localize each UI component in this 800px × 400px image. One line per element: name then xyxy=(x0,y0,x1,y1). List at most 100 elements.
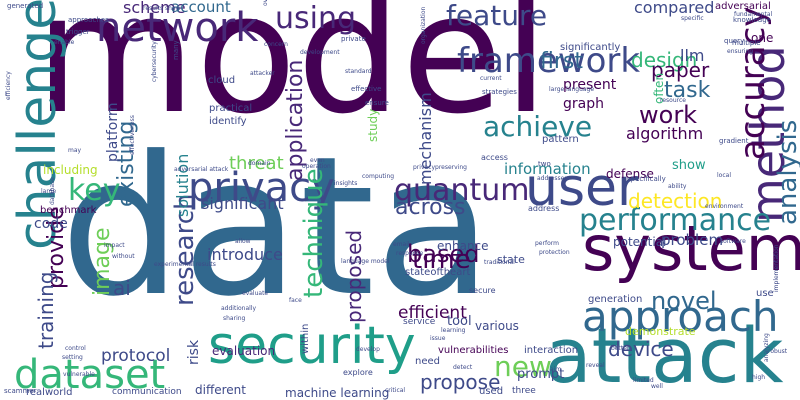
cloud-word: framework xyxy=(457,41,641,81)
cloud-word: traditional xyxy=(484,259,515,266)
cloud-word: reveal xyxy=(586,362,605,369)
cloud-word: interaction xyxy=(524,345,579,356)
cloud-word: scammer xyxy=(4,387,37,395)
cloud-word: learning xyxy=(441,327,466,334)
cloud-word: without xyxy=(112,253,135,260)
cloud-word: analysis xyxy=(773,119,800,225)
cloud-word: graph xyxy=(563,96,604,112)
cloud-word: enhance xyxy=(437,239,489,253)
cloud-word: operation xyxy=(302,163,331,170)
cloud-word: used xyxy=(479,386,504,397)
cloud-word: well xyxy=(651,383,663,390)
cloud-word: additionally xyxy=(221,305,257,312)
cloud-word: compared xyxy=(634,0,715,17)
cloud-word: allow xyxy=(235,238,251,245)
cloud-word: defense xyxy=(606,167,654,181)
cloud-word: risk xyxy=(186,339,202,365)
cloud-word: specific xyxy=(681,15,704,22)
cloud-word: approach xyxy=(582,292,779,341)
cloud-word: work xyxy=(639,101,698,129)
cloud-word: efficiency xyxy=(5,71,12,100)
cloud-word: based xyxy=(407,240,480,268)
cloud-word: efficient xyxy=(398,303,467,323)
cloud-word: cybersecurity xyxy=(151,41,158,82)
cloud-word: system xyxy=(582,212,800,285)
cloud-word: solution xyxy=(173,153,192,217)
cloud-word: new xyxy=(494,350,552,383)
cloud-word: detection xyxy=(628,189,723,213)
cloud-word: pattern xyxy=(542,134,579,145)
cloud-word: computing xyxy=(362,173,395,180)
cloud-word: current xyxy=(480,75,502,82)
cloud-word: perform xyxy=(535,240,559,247)
cloud-word: may xyxy=(68,147,82,154)
cloud-word: technique xyxy=(299,168,329,298)
cloud-word: software xyxy=(720,238,746,245)
cloud-word: image xyxy=(90,227,115,296)
cloud-word: impact xyxy=(104,242,125,249)
cloud-word: trigger xyxy=(66,28,90,36)
cloud-word: quantum xyxy=(394,173,530,208)
cloud-word: detect xyxy=(453,364,473,371)
cloud-word: enable xyxy=(54,39,75,46)
cloud-word: identify xyxy=(209,116,247,127)
cloud-word: one xyxy=(751,31,774,45)
cloud-word: show xyxy=(672,158,706,173)
cloud-word: email xyxy=(393,241,410,248)
cloud-word: setting xyxy=(62,354,83,361)
cloud-word: study xyxy=(366,108,380,142)
cloud-word: develop xyxy=(356,346,380,353)
cloud-word: large language xyxy=(549,86,595,93)
cloud-word: private xyxy=(341,35,366,43)
cloud-word: adversarial xyxy=(715,1,771,12)
cloud-word: specifically xyxy=(627,175,666,183)
cloud-word: fundamental xyxy=(734,11,773,18)
cloud-word: even xyxy=(310,157,325,164)
cloud-word: key xyxy=(68,173,121,208)
cloud-word: demonstrate xyxy=(625,325,696,338)
cloud-word: standard xyxy=(345,68,372,75)
cloud-word: various xyxy=(475,319,519,333)
cloud-word: present xyxy=(563,77,617,93)
cloud-word: vulnerabilities xyxy=(438,345,509,356)
cloud-word: insights xyxy=(334,180,358,187)
cloud-word: overhead xyxy=(262,0,269,6)
cloud-word: threat xyxy=(229,153,284,174)
cloud-word: attacker xyxy=(250,70,275,77)
cloud-word: limited xyxy=(633,377,654,384)
cloud-word: experimental results xyxy=(154,261,216,268)
cloud-word: response xyxy=(396,250,424,257)
cloud-word: introduce xyxy=(207,245,283,264)
cloud-word: many xyxy=(172,40,180,60)
cloud-word: proposed xyxy=(342,229,366,323)
cloud-word: mechanism xyxy=(416,92,435,185)
cloud-word: potential xyxy=(613,235,667,249)
cloud-word: algorithm xyxy=(626,124,704,143)
cloud-word: two xyxy=(538,160,551,168)
cloud-word: novel xyxy=(651,287,717,315)
cloud-word: environment xyxy=(705,203,744,210)
cloud-word: evaluation xyxy=(212,344,276,358)
cloud-word: issue xyxy=(430,335,446,342)
cloud-word: query xyxy=(724,37,745,45)
cloud-word: security xyxy=(208,316,416,376)
cloud-word: ensuring xyxy=(727,48,754,55)
cloud-word: knowledge xyxy=(733,16,771,24)
cloud-word: control xyxy=(65,345,86,352)
cloud-word: platform xyxy=(105,102,121,163)
cloud-word: problem xyxy=(661,231,724,249)
cloud-word: across xyxy=(395,195,466,220)
cloud-word: large xyxy=(41,188,57,195)
cloud-word: use xyxy=(756,288,774,299)
cloud-word: effective xyxy=(351,85,382,93)
cloud-word: approaches xyxy=(68,16,109,24)
cloud-word: data xyxy=(60,116,493,339)
cloud-word: account xyxy=(171,0,231,16)
cloud-word: user xyxy=(525,158,639,218)
cloud-word: paper xyxy=(651,58,710,82)
cloud-word: communication xyxy=(112,387,182,397)
cloud-word: strategies xyxy=(482,88,517,96)
cloud-word: sharing xyxy=(223,315,246,322)
cloud-word: generated xyxy=(7,2,44,10)
